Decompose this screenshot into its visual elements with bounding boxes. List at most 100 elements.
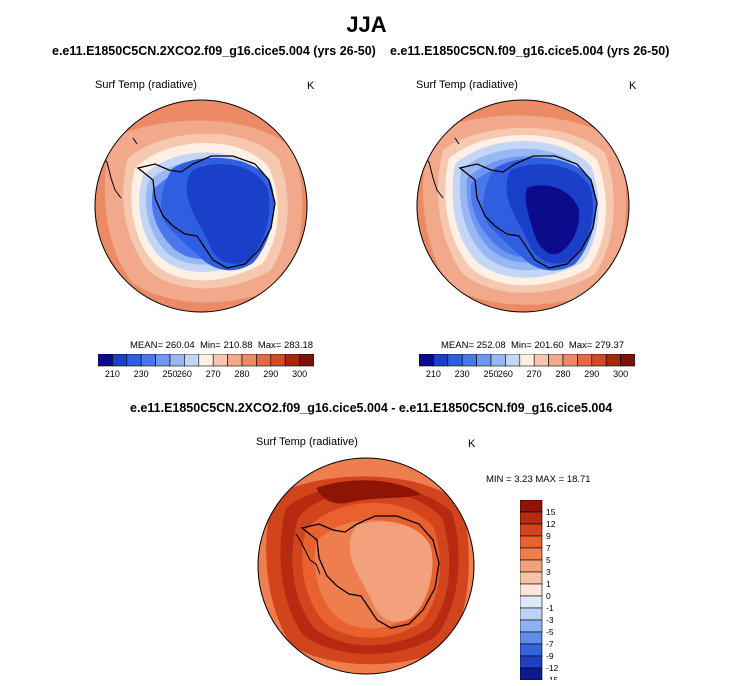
panel2-colorbar-tick-label: 280 — [555, 369, 570, 379]
panel2-colorbar-swatch — [519, 354, 535, 367]
panel1-colorbar-swatch — [270, 354, 286, 367]
panel1-colorbar-swatch — [169, 354, 185, 367]
panel1-colorbar-swatch — [299, 354, 314, 367]
diff-units-label: K — [468, 438, 476, 450]
panel2-polar-map — [415, 98, 631, 314]
panel2-colorbar-tick-label: 300 — [613, 369, 628, 379]
panel2-colorbar-tick-label: 290 — [584, 369, 599, 379]
diff-map-svg — [257, 457, 475, 675]
diff-max-value: 18.71 — [566, 474, 591, 485]
panel1-min-value: 210.88 — [223, 340, 253, 351]
panel1-units-label: K — [307, 80, 315, 92]
panel1-colorbar-swatch — [126, 354, 142, 367]
panel1-colorbar-tick-label: 270 — [206, 369, 221, 379]
panel2-colorbar-swatch — [419, 354, 434, 367]
panel1-colorbar-swatch — [98, 354, 113, 367]
panel1-colorbar-tick-label: 210 — [105, 369, 120, 379]
panel1-colorbar-swatch — [241, 354, 257, 367]
panel2-colorbar-swatch — [620, 354, 635, 367]
panel1-colorbar-svg: 210 230 250 260 270 280 290 300 — [98, 354, 314, 379]
panel2-min-label: Min= — [510, 340, 532, 351]
panel1-max-value: 283.18 — [283, 340, 314, 351]
panel2-colorbar-tick-label: 250 — [483, 369, 498, 379]
panel2-mean-value: 252.08 — [476, 340, 506, 351]
panel1-polar-map — [93, 98, 309, 314]
diff-colorbar-swatch — [520, 643, 543, 657]
panel2-colorbar-swatch — [447, 354, 463, 367]
panel2-colorbar-tick-label: 260 — [498, 369, 513, 379]
panel2-units-label: K — [629, 80, 637, 92]
panel2-colorbar-tick-label: 230 — [455, 369, 470, 379]
diff-max-label: MAX = — [535, 474, 565, 485]
panel2-colorbar-tick-label: 270 — [527, 369, 542, 379]
diff-colorbar-svg: 15 12 9 7 5 3 1 0 -1 -3 -5 -7 -9 -12 -15 — [520, 500, 559, 680]
panel1-colorbar-swatch — [184, 354, 200, 367]
panel2-min-value: 201.60 — [534, 340, 564, 351]
panel2-mean-label: MEAN= — [441, 340, 474, 351]
panel1-stats: MEAN= 260.04 Min= 210.88 Max= 283.18 — [130, 340, 313, 351]
diff-colorbar-tick-label: -7 — [546, 639, 554, 649]
panel2-max-label: Max= — [568, 340, 593, 351]
panel2-stats: MEAN= 252.08 Min= 201.60 Max= 279.37 — [441, 340, 624, 351]
diff-colorbar-swatch — [520, 619, 543, 633]
diff-polar-map — [256, 456, 476, 676]
diff-colorbar-tick-label: 7 — [546, 543, 551, 553]
panel1-max-label: Max= — [257, 340, 282, 351]
diff-colorbar-swatch — [520, 511, 543, 525]
diff-colorbar-tick-label: 9 — [546, 531, 551, 541]
diff-colorbar-swatch — [520, 595, 543, 609]
diff-colorbar-tick-label: -5 — [546, 627, 554, 637]
panel2-map-svg — [416, 99, 630, 313]
diff-colorbar-tick-label: 0 — [546, 591, 551, 601]
diff-colorbar-swatch — [520, 571, 543, 585]
panel1-case-title: e.e11.E1850C5CN.2XCO2.f09_g16.cice5.004 … — [52, 44, 376, 58]
diff-colorbar: 15 12 9 7 5 3 1 0 -1 -3 -5 -7 -9 -12 -15 — [520, 500, 570, 680]
panel1-colorbar-tick-label: 280 — [234, 369, 249, 379]
panel1-map-svg — [94, 99, 308, 313]
diff-colorbar-tick-label: -3 — [546, 615, 554, 625]
page-title: JJA — [346, 12, 387, 37]
panel2-colorbar-swatch — [476, 354, 492, 367]
diff-min-value: 3.23 — [514, 474, 533, 485]
diff-min-label: MIN = — [486, 474, 512, 485]
panel1-colorbar-swatch — [227, 354, 243, 367]
diff-colorbar-tick-label: -12 — [546, 663, 559, 673]
panel1-colorbar-swatch — [256, 354, 272, 367]
panel1-colorbar-swatch — [140, 354, 156, 367]
diff-colorbar-tick-label: -15 — [546, 675, 559, 680]
panel1-colorbar-swatch — [112, 354, 128, 367]
diff-colorbar-swatch — [520, 559, 543, 573]
diff-colorbar-swatch — [520, 655, 543, 669]
panel2-colorbar-swatch — [533, 354, 549, 367]
diff-colorbar-tick-label: 12 — [546, 519, 556, 529]
panel1-colorbar-tick-label: 260 — [177, 369, 192, 379]
diff-title: e.e11.E1850C5CN.2XCO2.f09_g16.cice5.004 … — [130, 401, 613, 415]
diff-colorbar-tick-label: 15 — [546, 507, 556, 517]
panel1-colorbar: 210 230 250 260 270 280 290 300 — [98, 354, 314, 380]
diff-colorbar-swatch — [520, 547, 543, 561]
panel2-colorbar-swatch — [505, 354, 521, 367]
panel2-colorbar-swatch — [461, 354, 477, 367]
panel1-variable-label: Surf Temp (radiative) — [95, 79, 197, 91]
diff-colorbar-swatch — [520, 500, 543, 513]
diff-colorbar-swatch — [520, 583, 543, 597]
diff-colorbar-swatch — [520, 535, 543, 549]
diff-colorbar-swatch — [520, 667, 543, 680]
diff-colorbar-swatch — [520, 631, 543, 645]
panel1-mean-value: 260.04 — [165, 340, 195, 351]
panel1-colorbar-tick-label: 290 — [263, 369, 278, 379]
panel2-colorbar-swatch — [548, 354, 564, 367]
panel2-colorbar-swatch — [490, 354, 506, 367]
panel2-max-value: 279.37 — [594, 340, 625, 351]
panel1-colorbar-swatch — [212, 354, 228, 367]
panel2-colorbar-swatch — [591, 354, 607, 367]
diff-colorbar-tick-label: -9 — [546, 651, 554, 661]
panel2-colorbar-tick-label: 210 — [426, 369, 441, 379]
panel1-colorbar-swatch — [155, 354, 171, 367]
panel1-colorbar-swatch — [198, 354, 214, 367]
panel2-colorbar-swatch — [433, 354, 449, 367]
panel2-case-title: e.e11.E1850C5CN.f09_g16.cice5.004 (yrs 2… — [390, 44, 670, 58]
diff-colorbar-tick-label: 5 — [546, 555, 551, 565]
diff-colorbar-tick-label: 1 — [546, 579, 551, 589]
diff-colorbar-tick-label: -1 — [546, 603, 554, 613]
